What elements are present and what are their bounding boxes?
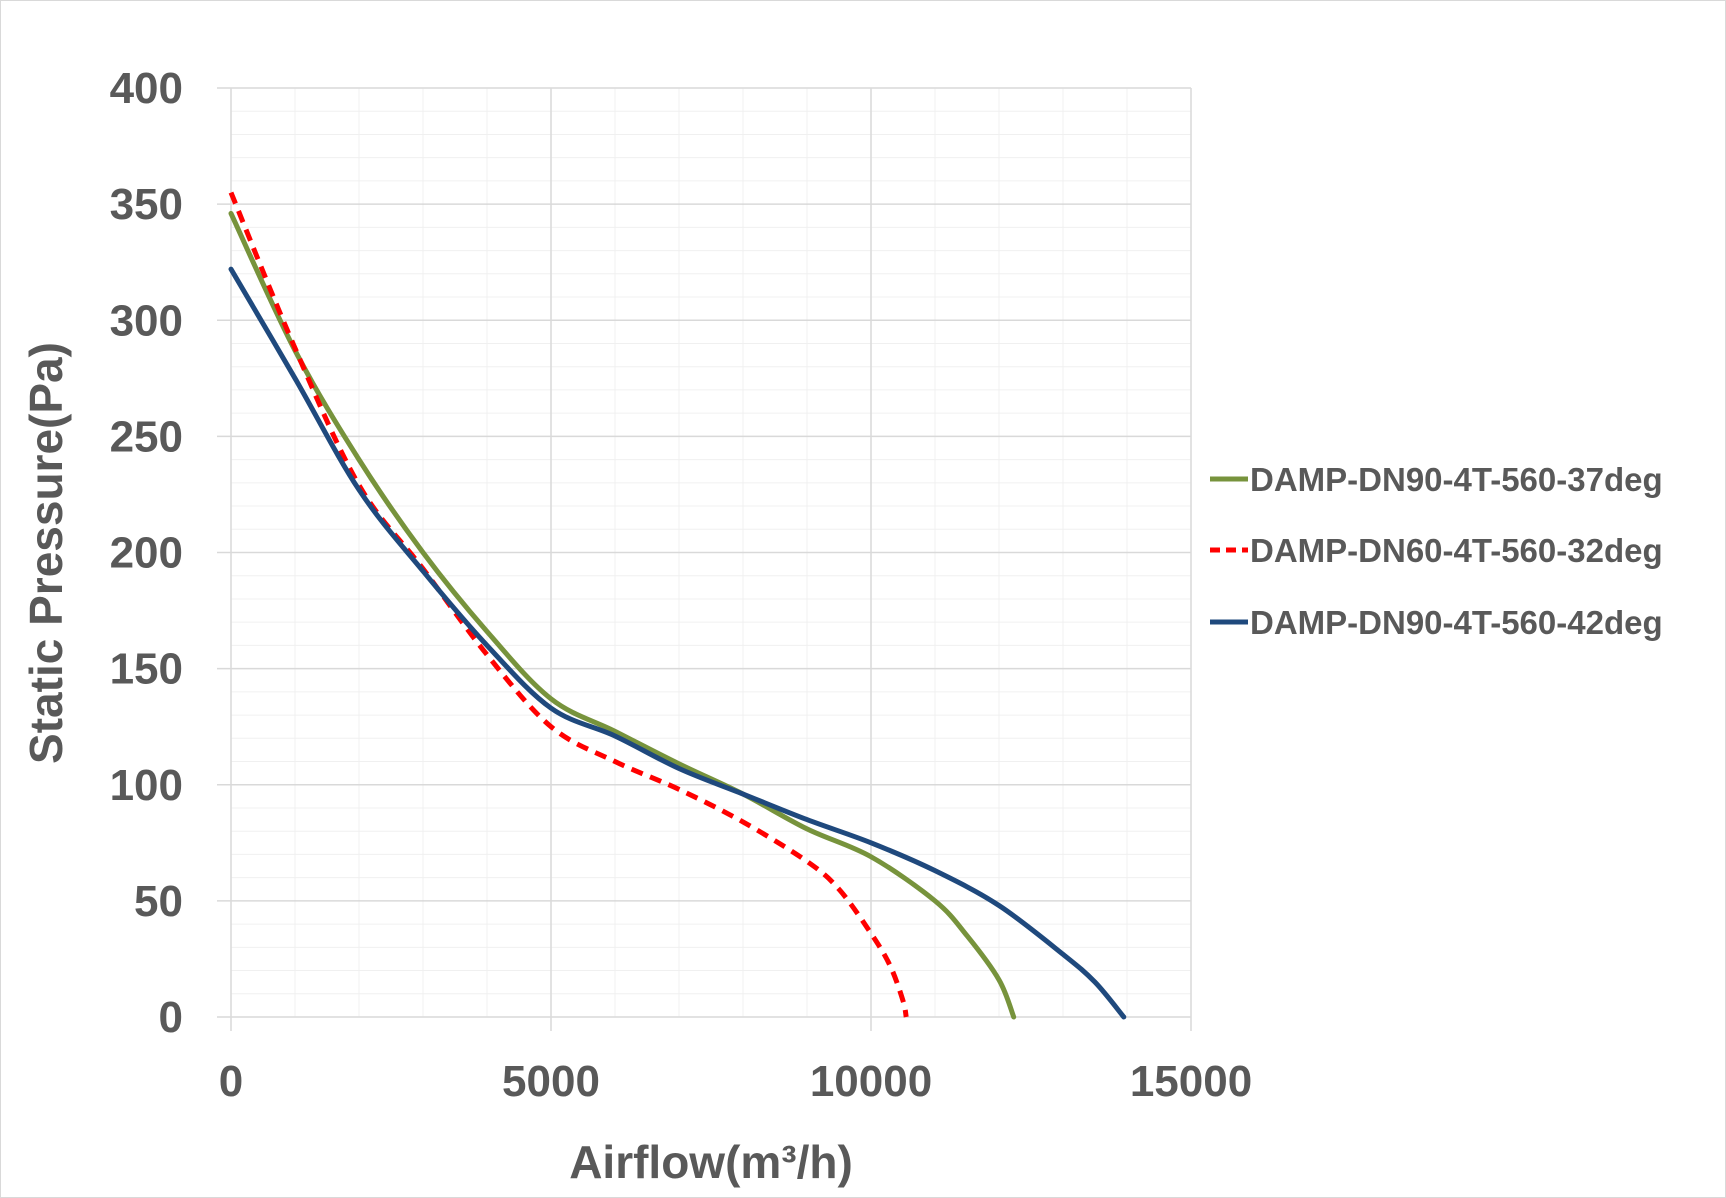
y-tick-label: 50 — [134, 877, 183, 926]
y-tick-label: 350 — [110, 180, 183, 229]
y-tick-label: 0 — [159, 993, 183, 1042]
y-tick-label: 400 — [110, 64, 183, 113]
x-tick-label: 0 — [219, 1057, 243, 1106]
y-tick-label: 250 — [110, 412, 183, 461]
legend-label: DAMP-DN90-4T-560-42deg — [1250, 604, 1663, 641]
series-line-3 — [228, 266, 1127, 1020]
x-tick-label: 10000 — [810, 1057, 932, 1106]
series-line-2 — [228, 191, 909, 1018]
y-tick-label: 150 — [110, 645, 183, 694]
legend: DAMP-DN90-4T-560-37deg DAMP-DN60-4T-560-3… — [1210, 461, 1663, 641]
x-tick-label: 5000 — [502, 1057, 600, 1106]
series-lines — [228, 191, 1127, 1020]
legend-label: DAMP-DN60-4T-560-32deg — [1250, 532, 1663, 569]
series-line-1 — [228, 210, 1017, 1020]
y-tick-label: 200 — [110, 529, 183, 578]
y-tick-label: 100 — [110, 761, 183, 810]
y-tick-labels: 0 50 100 150 200 250 300 350 400 — [110, 64, 183, 1042]
x-tick-labels: 0 5000 10000 15000 — [219, 1057, 1252, 1106]
y-tick-label: 300 — [110, 296, 183, 345]
x-axis-title: Airflow(m³/h) — [569, 1136, 853, 1188]
y-axis-title: Static Pressure(Pa) — [20, 342, 72, 764]
grid — [217, 87, 1192, 1031]
x-tick-label: 15000 — [1130, 1057, 1252, 1106]
legend-label: DAMP-DN90-4T-560-37deg — [1250, 461, 1663, 498]
